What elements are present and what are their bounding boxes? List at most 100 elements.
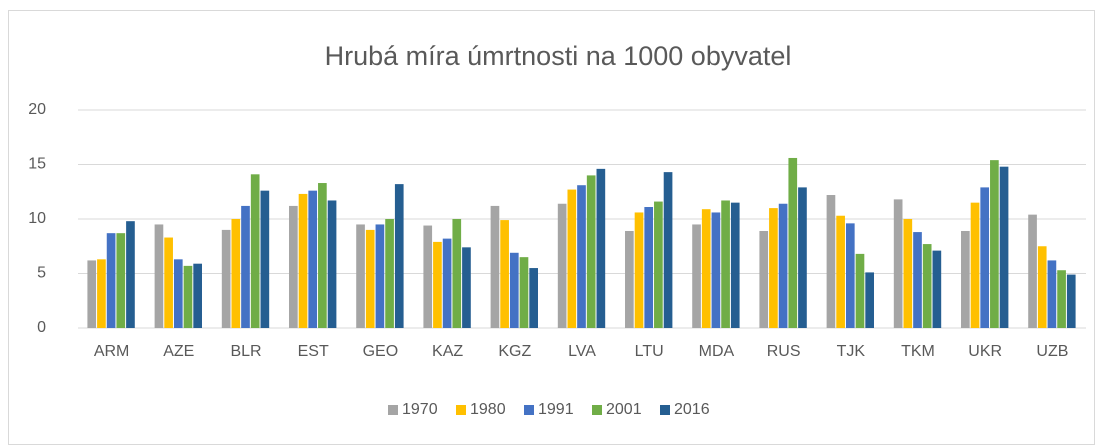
bar [356,224,365,328]
bar [529,268,538,328]
y-tick-label: 15 [28,156,46,173]
legend-label: 1991 [538,401,574,418]
bar [289,205,298,328]
bar [1047,260,1057,328]
bar [442,238,452,328]
legend-label: 1970 [402,401,438,418]
x-tick-label: TJK [837,343,866,360]
bar [173,259,183,328]
bar [126,221,135,328]
x-tick-label: MDA [699,343,735,360]
bar [1028,214,1037,328]
x-tick-label: KAZ [432,343,463,360]
x-tick-label: LTU [635,343,664,360]
bar [1057,270,1066,328]
x-tick-label: UKR [968,343,1002,360]
x-tick-label: TKM [901,343,935,360]
legend-label: 2016 [674,401,710,418]
bar [644,207,654,328]
bar [231,219,241,328]
bar [961,230,970,328]
bar [519,257,529,328]
y-tick-label: 20 [28,101,46,118]
legend-label: 1980 [470,401,506,418]
legend-swatch [524,405,534,415]
bar [625,230,634,328]
bar [721,200,730,328]
bar [980,187,990,328]
bar [490,205,500,328]
bar [327,200,337,328]
bar [557,203,567,328]
bar [990,160,999,328]
x-tick-label: ARM [94,343,130,360]
chart-title: Hrubá míra úmrtnosti na 1000 obyvatel [325,41,792,71]
x-tick-label: UZB [1036,343,1068,360]
bar [826,195,836,328]
bar [394,184,404,328]
bar [865,272,874,328]
bar [241,205,250,328]
bar [893,199,903,328]
bar [462,247,471,328]
bar [769,208,778,328]
y-tick-label: 0 [37,319,46,336]
x-tick-label: GEO [363,343,399,360]
bar [509,252,519,328]
bar [87,260,97,328]
bar [97,259,106,328]
bar [932,250,942,328]
bar [922,244,932,328]
bar [798,187,807,328]
bar [759,230,769,328]
y-tick-label: 10 [28,210,46,227]
bar [250,174,260,328]
bar [913,232,922,328]
bar [788,157,798,328]
bar [423,225,433,328]
bar [298,193,308,328]
bar [654,201,663,328]
bar [730,202,740,328]
x-tick-label: AZE [163,343,194,360]
bar [116,233,126,328]
x-tick-label: BLR [230,343,261,360]
bar [692,224,701,328]
bar [596,168,606,328]
legend-swatch [660,405,670,415]
bar [778,203,788,328]
x-tick-label: KGZ [498,343,531,360]
bar [260,190,270,328]
chart-frame [8,10,1095,445]
bar [221,229,231,328]
legend-swatch [456,405,466,415]
y-tick-label: 5 [37,265,46,282]
bar [855,253,865,328]
bar [634,212,644,328]
bar [970,202,980,328]
bar [711,212,721,328]
x-tick-label: EST [298,343,329,360]
x-tick-label: LVA [568,343,596,360]
bar [577,185,586,328]
bar [154,224,164,328]
bar [164,237,173,328]
bar [183,265,193,328]
x-tick-label: RUS [767,343,801,360]
bar [903,219,913,328]
bar [999,166,1009,328]
bar [586,175,596,328]
bar [1066,274,1076,328]
bar [1037,246,1047,328]
bar [836,215,845,328]
legend-label: 2001 [606,401,642,418]
bar [193,263,202,328]
bar [500,220,509,328]
bar [106,233,116,328]
legend-swatch [592,405,602,415]
bar [375,224,385,328]
bar [433,241,442,328]
bar [663,172,673,328]
bar [308,190,318,328]
